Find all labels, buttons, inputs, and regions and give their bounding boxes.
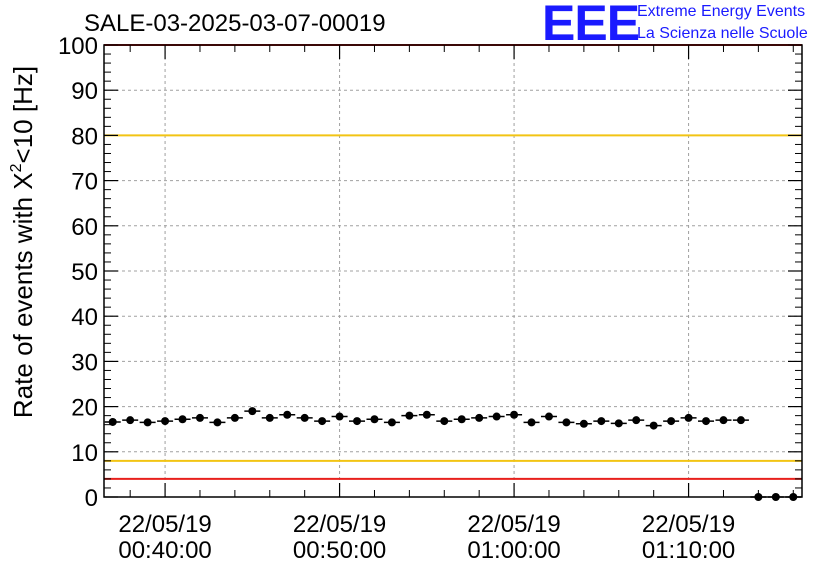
data-point	[544, 412, 553, 421]
logo-line-1: Extreme Energy Events	[637, 3, 806, 20]
data-points	[104, 407, 802, 501]
y-tick-label: 80	[71, 123, 98, 150]
data-point	[667, 417, 676, 426]
chart-title: SALE-03-2025-03-07-00019	[84, 10, 386, 37]
y-axis-label-main: Rate of events with X	[8, 172, 38, 418]
logo-line-2: La Scienza nelle Scuole	[637, 25, 808, 42]
data-point	[405, 411, 414, 420]
data-point	[161, 417, 170, 426]
y-tick-label: 100	[58, 33, 98, 60]
data-point	[126, 416, 135, 425]
data-point	[195, 413, 204, 422]
axes: 010203040506070809010022/05/1900:40:0022…	[58, 33, 803, 564]
y-tick-label: 60	[71, 214, 98, 241]
data-point	[736, 416, 745, 425]
x-tick-time-label: 00:50:00	[293, 537, 386, 564]
data-point	[143, 418, 152, 427]
data-point	[370, 415, 379, 424]
y-tick-label: 90	[71, 78, 98, 105]
y-tick-label: 20	[71, 395, 98, 422]
data-point	[230, 413, 239, 422]
data-point	[492, 412, 501, 421]
y-tick-label: 50	[71, 259, 98, 286]
data-point	[579, 419, 588, 428]
x-tick-date-label: 22/05/19	[467, 511, 560, 538]
data-point	[387, 418, 396, 427]
y-axis-label-sup: 2	[8, 163, 25, 172]
data-point	[265, 413, 274, 422]
data-point	[684, 413, 693, 422]
data-point	[178, 415, 187, 424]
data-point	[632, 416, 641, 425]
x-tick-time-label: 01:10:00	[642, 537, 735, 564]
y-axis-label-tail: <10 [Hz]	[8, 66, 38, 164]
data-point	[719, 416, 728, 425]
y-tick-label: 70	[71, 169, 98, 196]
x-tick-time-label: 01:00:00	[467, 537, 560, 564]
y-tick-label: 10	[71, 440, 98, 467]
y-tick-label: 0	[85, 485, 98, 512]
data-point	[283, 410, 292, 419]
x-tick-date-label: 22/05/19	[293, 511, 386, 538]
reference-lines	[104, 44, 802, 480]
data-point	[108, 417, 117, 426]
data-point	[440, 417, 449, 426]
data-point	[457, 415, 466, 424]
data-point	[475, 413, 484, 422]
data-point	[649, 421, 658, 430]
x-tick-time-label: 00:40:00	[118, 537, 211, 564]
data-point	[318, 417, 327, 426]
grid	[104, 45, 802, 497]
data-point	[300, 413, 309, 422]
data-point	[248, 407, 257, 416]
y-tick-label: 30	[71, 349, 98, 376]
data-point	[614, 419, 623, 428]
y-axis-label: Rate of events with X2<10 [Hz]	[8, 66, 38, 418]
x-tick-date-label: 22/05/19	[642, 511, 735, 538]
y-tick-label: 40	[71, 304, 98, 331]
data-point	[510, 410, 519, 419]
data-point	[335, 412, 344, 421]
eee-logo: EEE	[542, 0, 640, 51]
data-point	[422, 410, 431, 419]
data-point	[562, 418, 571, 427]
x-tick-date-label: 22/05/19	[118, 511, 211, 538]
data-point	[527, 418, 536, 427]
data-point	[597, 417, 606, 426]
data-point	[702, 417, 711, 426]
data-point	[213, 418, 222, 427]
data-point	[353, 417, 362, 426]
